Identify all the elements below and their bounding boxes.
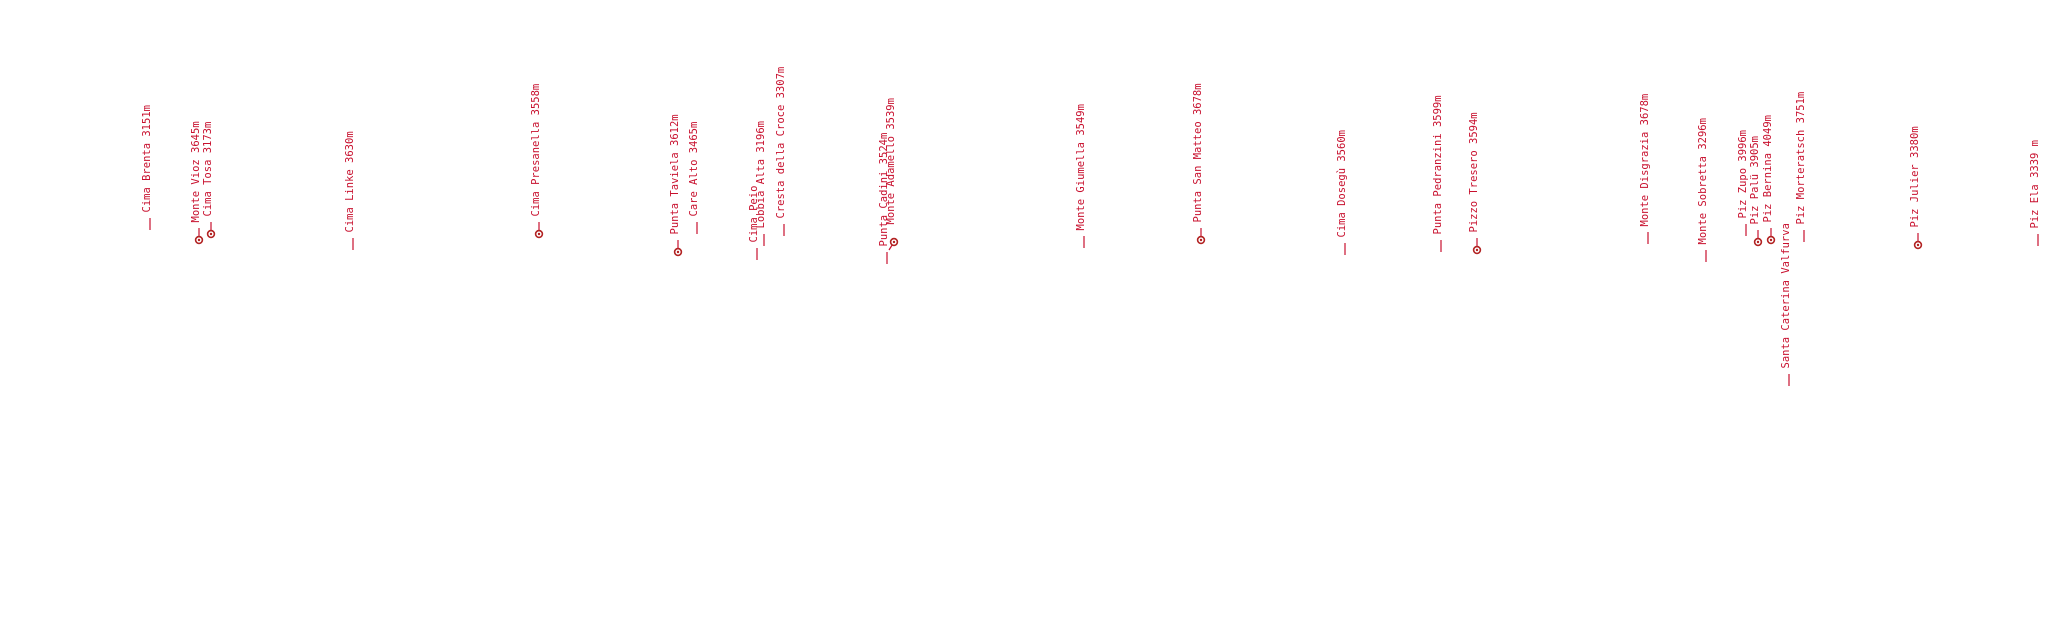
peak-punta-taviela-3612m: Punta Taviela 3612m [669, 114, 683, 257]
peak-label: Care Alto 3465m [688, 122, 700, 217]
peak-label: Punta Pedranzini 3599m [1432, 95, 1444, 234]
peak-label: Monte Giumella 3549m [1075, 104, 1087, 230]
peak-label: Monte Vioz 3645m [190, 121, 202, 222]
peak-label: Piz Morteratsch 3751m [1795, 92, 1807, 225]
peak-marker-dot [1916, 243, 1920, 247]
peak-marker-dot [892, 240, 896, 244]
peak-label: Lobbia Alta 3196m [755, 121, 767, 228]
peak-monte-adamello-3539m: Monte Adamello 3539m [885, 98, 899, 251]
peak-label: Cima Dosegù 3560m [1336, 130, 1348, 237]
peak-cima-linke-3630m: Cima Linke 3630m [344, 131, 356, 250]
peak-pizzo-tresero-3594m: Pizzo Tresero 3594m [1468, 112, 1482, 255]
peak-label: Piz Bernina 4049m [1762, 115, 1774, 222]
peak-cresta-della-croce-3307m: Cresta della Croce 3307m [775, 67, 787, 236]
peak-marker-dot [197, 238, 201, 242]
peak-monte-vioz-3645m: Monte Vioz 3645m [190, 121, 204, 245]
peak-label: Piz Julier 3380m [1909, 126, 1921, 227]
peak-cima-tosa-3173m: Cima Tosa 3173m [202, 122, 216, 239]
peak-piz-ela-3339-m: Piz Ela 3339 m [2029, 140, 2041, 246]
peak-santa-caterina-valfurva: Santa Caterina Valfurva [1780, 223, 1792, 386]
peak-label: Santa Caterina Valfurva [1780, 223, 1792, 368]
peak-label: Cima Linke 3630m [344, 131, 356, 232]
peak-label: Cima Brenta 3151m [141, 105, 153, 212]
peak-label: Monte Adamello 3539m [885, 98, 897, 224]
peak-marker-dot [537, 232, 541, 236]
peak-label: Punta Cadini 3524m [878, 133, 890, 247]
peak-monte-sobretta-3296m: Monte Sobretta 3296m [1697, 118, 1709, 262]
peak-monte-disgrazia-3678m: Monte Disgrazia 3678m [1639, 94, 1651, 244]
peak-label: Piz Palü 3905m [1749, 136, 1761, 225]
peak-care-alto-3465m: Care Alto 3465m [688, 122, 700, 234]
peak-label: Monte Disgrazia 3678m [1639, 94, 1651, 227]
peak-label: Punta San Matteo 3678m [1192, 83, 1204, 222]
peak-piz-julier-3380m: Piz Julier 3380m [1909, 126, 1923, 250]
peak-label: Cresta della Croce 3307m [775, 67, 787, 219]
peak-cima-brenta-3151m: Cima Brenta 3151m [141, 105, 153, 230]
peak-cima-presanella-3558m: Cima Presanella 3558m [530, 84, 544, 239]
peak-marker-dot [209, 232, 213, 236]
peak-label: Piz Ela 3339 m [2029, 140, 2041, 229]
peak-label: Cima Tosa 3173m [202, 122, 214, 217]
peak-piz-zupo-3996m: Piz Zupo 3996m [1737, 130, 1749, 236]
peak-label: Cima Presanella 3558m [530, 84, 542, 217]
peak-marker-dot [676, 250, 680, 254]
peak-label: Monte Sobretta 3296m [1697, 118, 1709, 244]
peak-marker-dot [1756, 240, 1760, 244]
peak-punta-pedranzini-3599m: Punta Pedranzini 3599m [1432, 95, 1444, 252]
peak-label: Punta Taviela 3612m [669, 114, 681, 234]
peak-cima-peio: Cima Peio [748, 186, 760, 260]
peak-label: Piz Zupo 3996m [1737, 130, 1749, 219]
peak-monte-giumella-3549m: Monte Giumella 3549m [1075, 104, 1087, 248]
peak-marker-dot [1199, 238, 1203, 242]
peak-label: Cima Peio [748, 186, 760, 243]
peak-punta-cadini-3524m: Punta Cadini 3524m [878, 133, 890, 264]
peak-marker-dot [1475, 248, 1479, 252]
peak-lobbia-alta-3196m: Lobbia Alta 3196m [755, 121, 767, 246]
peak-label: Pizzo Tresero 3594m [1468, 112, 1480, 232]
peak-punta-san-matteo-3678m: Punta San Matteo 3678m [1192, 83, 1206, 245]
peak-piz-bernina-4049m: Piz Bernina 4049m [1762, 115, 1776, 245]
peak-cima-doseg-3560m: Cima Dosegù 3560m [1336, 130, 1348, 255]
peak-piz-morteratsch-3751m: Piz Morteratsch 3751m [1795, 92, 1807, 242]
peak-marker-dot [1769, 238, 1773, 242]
peak-piz-pal-3905m: Piz Palü 3905m [1749, 136, 1763, 247]
